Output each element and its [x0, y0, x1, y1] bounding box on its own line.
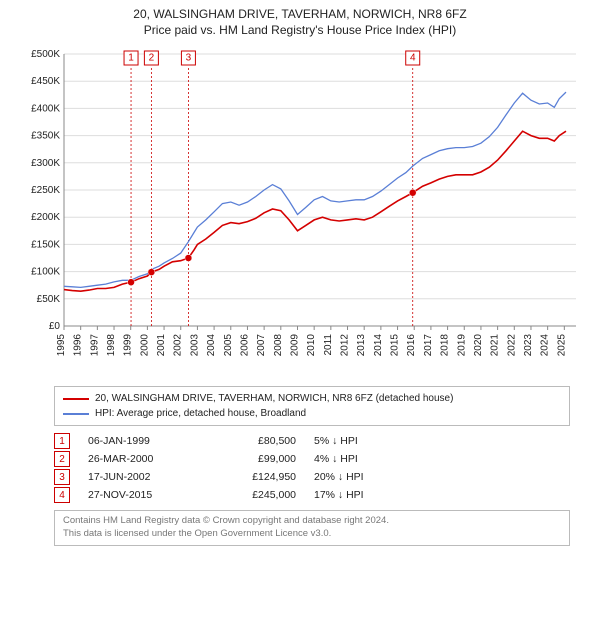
- svg-text:2018: 2018: [440, 334, 451, 357]
- svg-text:2003: 2003: [189, 334, 200, 357]
- svg-text:2023: 2023: [523, 334, 534, 357]
- table-row: 4 27-NOV-2015 £245,000 17% ↓ HPI: [54, 486, 570, 504]
- title-sub: Price paid vs. HM Land Registry's House …: [10, 22, 590, 38]
- svg-text:2008: 2008: [273, 334, 284, 357]
- svg-text:2007: 2007: [256, 334, 267, 357]
- legend-label: 20, WALSINGHAM DRIVE, TAVERHAM, NORWICH,…: [95, 391, 453, 406]
- tx-date: 17-JUN-2002: [88, 471, 198, 483]
- table-row: 1 06-JAN-1999 £80,500 5% ↓ HPI: [54, 432, 570, 450]
- svg-text:1996: 1996: [73, 334, 84, 357]
- legend-row: HPI: Average price, detached house, Broa…: [63, 406, 561, 421]
- chart-svg: £0 £50K £100K £150K £200K £250K £300K £350K £400…: [20, 46, 580, 376]
- tx-date: 26-MAR-2000: [88, 453, 198, 465]
- svg-text:2011: 2011: [323, 334, 334, 356]
- svg-text:2012: 2012: [340, 334, 351, 357]
- svg-text:2019: 2019: [456, 334, 467, 357]
- svg-text:2022: 2022: [506, 334, 517, 357]
- svg-text:2002: 2002: [173, 334, 184, 357]
- footer-line: Contains HM Land Registry data © Crown c…: [63, 515, 561, 528]
- tx-marker-icon: 3: [54, 469, 70, 485]
- svg-text:2000: 2000: [139, 334, 150, 357]
- legend: 20, WALSINGHAM DRIVE, TAVERHAM, NORWICH,…: [54, 386, 570, 426]
- svg-text:2014: 2014: [373, 334, 384, 357]
- tx-price: £124,950: [216, 471, 296, 483]
- svg-text:2021: 2021: [490, 334, 501, 357]
- footer-line: This data is licensed under the Open Gov…: [63, 528, 561, 541]
- svg-text:1998: 1998: [106, 334, 117, 357]
- svg-text:£50K: £50K: [37, 294, 61, 305]
- svg-text:2004: 2004: [206, 334, 217, 357]
- svg-text:£100K: £100K: [31, 267, 60, 278]
- svg-text:2015: 2015: [390, 334, 401, 357]
- legend-row: 20, WALSINGHAM DRIVE, TAVERHAM, NORWICH,…: [63, 391, 561, 406]
- svg-text:2017: 2017: [423, 334, 434, 357]
- svg-text:2016: 2016: [406, 334, 417, 357]
- svg-text:3: 3: [186, 53, 192, 64]
- tx-diff: 20% ↓ HPI: [314, 471, 424, 483]
- svg-text:2024: 2024: [540, 334, 551, 357]
- svg-text:£350K: £350K: [31, 131, 60, 142]
- svg-text:£450K: £450K: [31, 77, 60, 88]
- tx-diff: 4% ↓ HPI: [314, 453, 424, 465]
- svg-text:£400K: £400K: [31, 104, 60, 115]
- tx-price: £99,000: [216, 453, 296, 465]
- svg-text:2: 2: [149, 53, 155, 64]
- svg-text:1999: 1999: [123, 334, 134, 357]
- svg-text:2020: 2020: [473, 334, 484, 357]
- svg-text:£200K: £200K: [31, 213, 60, 224]
- svg-text:£250K: £250K: [31, 185, 60, 196]
- tx-diff: 17% ↓ HPI: [314, 489, 424, 501]
- tx-price: £245,000: [216, 489, 296, 501]
- svg-text:2006: 2006: [239, 334, 250, 357]
- svg-text:£500K: £500K: [31, 49, 60, 60]
- svg-text:2025: 2025: [556, 334, 567, 357]
- svg-text:2005: 2005: [223, 334, 234, 357]
- legend-label: HPI: Average price, detached house, Broa…: [95, 406, 306, 421]
- svg-text:4: 4: [410, 53, 416, 64]
- tx-price: £80,500: [216, 435, 296, 447]
- svg-text:£0: £0: [49, 321, 61, 332]
- legend-swatch-property: [63, 398, 89, 400]
- svg-text:1: 1: [128, 53, 134, 64]
- attribution-footer: Contains HM Land Registry data © Crown c…: [54, 510, 570, 546]
- tx-date: 27-NOV-2015: [88, 489, 198, 501]
- svg-text:1997: 1997: [89, 334, 100, 357]
- svg-text:£150K: £150K: [31, 240, 60, 251]
- tx-diff: 5% ↓ HPI: [314, 435, 424, 447]
- transactions-table: 1 06-JAN-1999 £80,500 5% ↓ HPI 2 26-MAR-…: [54, 432, 570, 504]
- svg-text:2009: 2009: [289, 334, 300, 357]
- svg-text:£300K: £300K: [31, 158, 60, 169]
- svg-text:2013: 2013: [356, 334, 367, 357]
- tx-date: 06-JAN-1999: [88, 435, 198, 447]
- legend-swatch-hpi: [63, 413, 89, 415]
- tx-marker-icon: 2: [54, 451, 70, 467]
- svg-text:2001: 2001: [156, 334, 167, 357]
- title-main: 20, WALSINGHAM DRIVE, TAVERHAM, NORWICH,…: [10, 6, 590, 22]
- table-row: 2 26-MAR-2000 £99,000 4% ↓ HPI: [54, 450, 570, 468]
- chart-titles: 20, WALSINGHAM DRIVE, TAVERHAM, NORWICH,…: [10, 6, 590, 38]
- table-row: 3 17-JUN-2002 £124,950 20% ↓ HPI: [54, 468, 570, 486]
- svg-text:1995: 1995: [56, 334, 67, 357]
- tx-marker-icon: 4: [54, 487, 70, 503]
- tx-marker-icon: 1: [54, 433, 70, 449]
- svg-text:2010: 2010: [306, 334, 317, 357]
- chart: £0 £50K £100K £150K £200K £250K £300K £350K £400…: [20, 46, 580, 376]
